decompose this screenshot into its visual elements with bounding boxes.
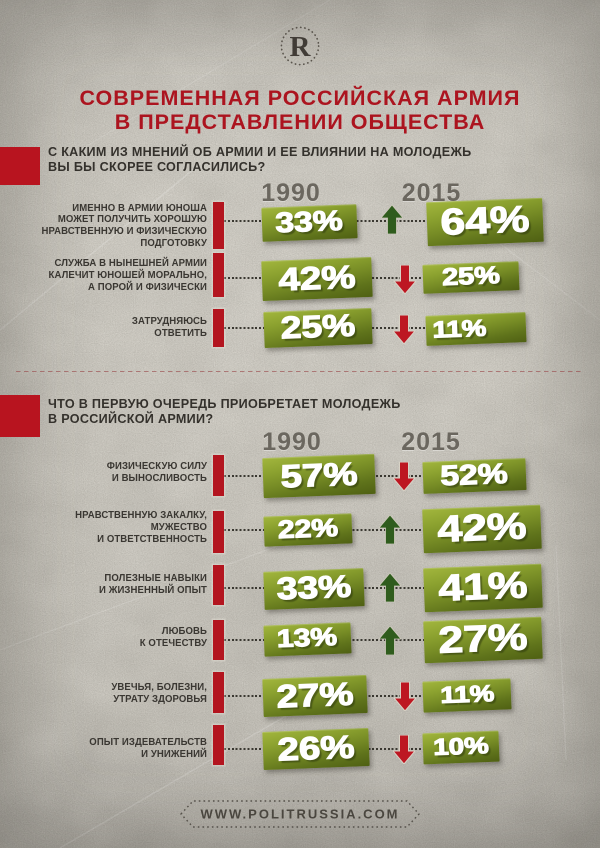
svg-text:WWW.POLITRUSSIA.COM: WWW.POLITRUSSIA.COM	[200, 807, 399, 822]
svg-text:R: R	[290, 31, 312, 63]
